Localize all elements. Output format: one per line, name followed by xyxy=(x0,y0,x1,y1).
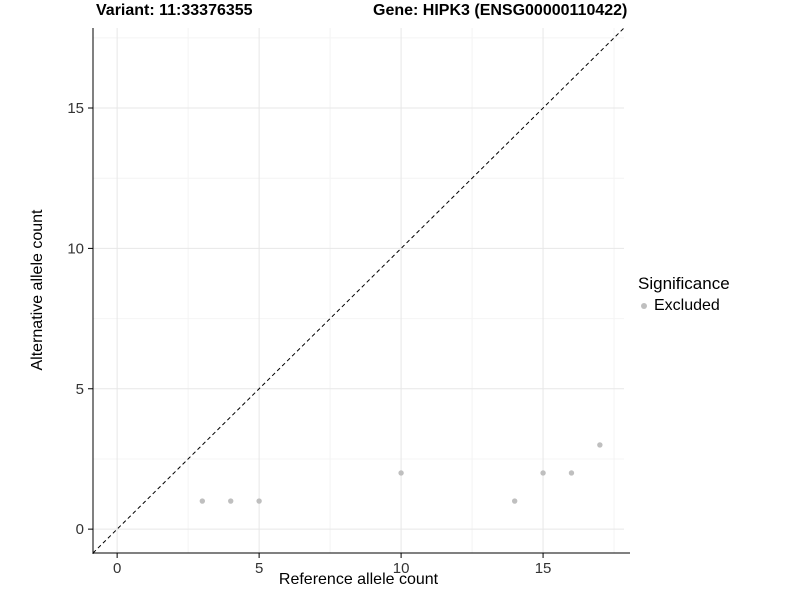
data-point xyxy=(398,470,404,476)
y-tick-label: 0 xyxy=(76,521,84,538)
data-point xyxy=(511,498,518,504)
data-point xyxy=(540,470,546,476)
x-tick-label: 15 xyxy=(535,560,552,577)
y-tick-label: 15 xyxy=(67,100,84,117)
data-point xyxy=(199,498,206,504)
x-tick-label: 0 xyxy=(113,560,121,577)
legend-item-label: Excluded xyxy=(654,297,720,314)
x-tick-label: 10 xyxy=(393,560,410,577)
data-point xyxy=(568,470,575,476)
legend-item-excluded: Excluded xyxy=(638,297,730,315)
data-point xyxy=(228,498,234,504)
legend: Significance Excluded xyxy=(638,274,730,315)
y-axis-title: Alternative allele count xyxy=(29,209,46,371)
x-axis-title: Reference allele count xyxy=(278,571,439,588)
plot-title-gene: Gene: HIPK3 (ENSG00000110422) xyxy=(373,2,628,19)
excluded-point-icon xyxy=(641,303,647,309)
plot-title-variant: Variant: 11:33376355 xyxy=(96,2,253,19)
data-point xyxy=(256,498,262,504)
data-point xyxy=(597,442,603,448)
legend-title: Significance xyxy=(638,274,730,293)
y-tick-label: 10 xyxy=(67,240,84,257)
y-tick-label: 5 xyxy=(76,381,84,398)
identity-reference-line xyxy=(92,27,625,554)
x-tick-label: 5 xyxy=(255,560,263,577)
